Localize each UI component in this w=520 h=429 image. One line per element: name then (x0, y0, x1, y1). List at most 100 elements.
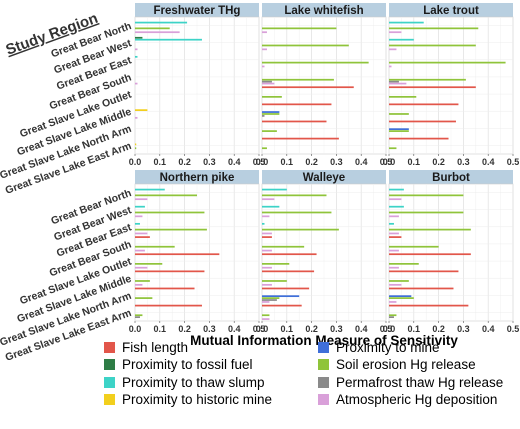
bar (389, 78, 466, 81)
x-tick-label: 0.1 (154, 324, 167, 334)
bar (135, 48, 138, 51)
bar (135, 82, 138, 85)
legend-label: Proximity to fossil fuel (122, 357, 253, 372)
legend-label: Proximity to mine (336, 339, 440, 355)
x-tick-label: 0.5 (253, 157, 266, 167)
bar (135, 38, 202, 41)
x-tick-label: 0.2 (178, 157, 191, 167)
bar (389, 297, 414, 299)
legend-swatch (104, 376, 115, 388)
bar (262, 31, 267, 34)
legend-swatch (104, 359, 115, 370)
bar (262, 65, 265, 68)
bar (389, 211, 464, 214)
bar (389, 130, 409, 132)
bar (389, 295, 412, 298)
x-tick-label: 0.1 (154, 157, 167, 167)
bar (389, 249, 399, 252)
bar (262, 147, 267, 150)
bar (135, 304, 202, 307)
bar (135, 215, 143, 218)
chart-legend: Fish length Proximity to fossil fuel Proxi… (92, 339, 512, 427)
bar (389, 86, 476, 89)
legend-item: Proximity to mine (318, 339, 440, 355)
bar (135, 262, 163, 265)
x-tick-label: 0.5 (380, 324, 393, 334)
bar (389, 194, 464, 197)
bar (262, 130, 277, 132)
bar (262, 304, 302, 307)
bar (389, 283, 402, 286)
x-tick-label: 0.0 (256, 324, 269, 334)
bar (389, 316, 394, 319)
bar (389, 198, 402, 201)
bar (262, 253, 317, 256)
panel-title: Lake whitefish (284, 5, 363, 17)
bar (135, 316, 140, 319)
legend-label: Fish length (122, 339, 189, 355)
bar (389, 232, 399, 235)
legend-item: Atmospheric Hg deposition (318, 392, 497, 408)
bar (389, 31, 402, 34)
legend-item: Proximity to fossil fuel (104, 357, 253, 373)
bar (262, 80, 272, 83)
bar (135, 116, 138, 119)
bar (389, 27, 479, 30)
bar (262, 198, 275, 201)
legend-swatch (104, 341, 115, 353)
bar (135, 194, 197, 197)
x-tick-label: 0.0 (129, 324, 142, 334)
bar (135, 249, 145, 252)
bar (389, 82, 407, 85)
bar (262, 137, 339, 140)
bar (262, 295, 300, 298)
bar (135, 205, 145, 208)
legend-swatch (318, 359, 329, 370)
x-tick-label: 0.0 (383, 324, 396, 334)
bar (262, 211, 332, 214)
bar (389, 236, 402, 238)
bar (135, 109, 148, 111)
bar (262, 314, 270, 317)
bar (262, 262, 290, 265)
legend-label: Permafrost thaw Hg release (336, 374, 504, 390)
bar (262, 232, 272, 235)
bar (389, 301, 397, 303)
bar (389, 222, 394, 225)
bar (135, 222, 140, 225)
bar (262, 297, 280, 299)
bar (389, 38, 414, 41)
legend-label: Atmospheric Hg deposition (336, 392, 498, 407)
bar (389, 44, 476, 47)
legend-label: Soil erosion Hg release (336, 357, 476, 372)
bar (262, 270, 315, 273)
bar (262, 48, 267, 51)
x-tick-label: 0.4 (228, 157, 241, 167)
bar (389, 128, 409, 131)
legend-item: Fish length (104, 339, 188, 355)
bar (262, 86, 354, 89)
bar (262, 115, 265, 117)
bar (389, 205, 404, 208)
x-tick-label: 0.0 (256, 157, 269, 167)
x-tick-label: 0.3 (203, 157, 216, 167)
bar (389, 61, 506, 64)
bar (262, 44, 349, 47)
x-tick-label: 0.1 (281, 324, 294, 334)
bar (389, 245, 439, 248)
bar (262, 205, 280, 208)
bar (389, 262, 419, 265)
bar (389, 95, 417, 98)
bar (135, 198, 148, 201)
bar (389, 314, 397, 317)
bar (262, 113, 280, 115)
bar (262, 287, 310, 290)
x-tick-label: 0.1 (408, 157, 421, 167)
panel-title: Lake trout (423, 5, 479, 17)
panel-title: Freshwater THg (154, 5, 241, 17)
x-tick-label: 0.0 (129, 157, 142, 167)
x-tick-label: 0.1 (281, 157, 294, 167)
bar (389, 113, 409, 115)
x-tick-label: 0.4 (355, 157, 368, 167)
panel-walleye: Walleye 0.0 0.1 0.2 0.3 0.4 0.5 (256, 170, 393, 334)
